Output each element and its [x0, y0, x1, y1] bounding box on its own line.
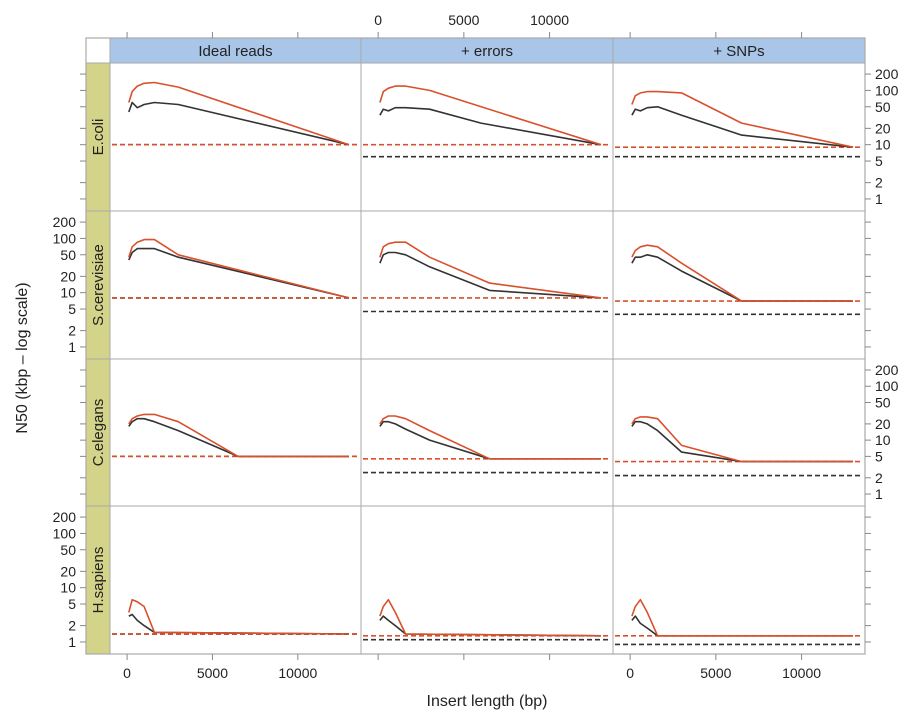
row-label-e-coli: E.coli [90, 119, 107, 156]
y-tick-label: 2 [875, 175, 883, 191]
panel-frame [612, 210, 866, 360]
dark-series-line [631, 106, 854, 148]
y-tick-label: 5 [68, 596, 76, 612]
y-tick-label: 200 [53, 214, 77, 230]
panels [85, 37, 866, 655]
panel-frame [612, 62, 866, 212]
panel-frame [360, 210, 614, 360]
y-tick-label: 50 [875, 99, 891, 115]
y-tick-label: 50 [875, 394, 891, 410]
column-label-ideal-reads: Ideal reads [198, 43, 272, 60]
x-tick-label: 10000 [782, 665, 821, 681]
y-tick-label: 10 [875, 137, 891, 153]
x-tick-label: 0 [626, 665, 634, 681]
x-tick-label: 5000 [448, 12, 479, 28]
panel-frame [109, 62, 362, 212]
dark-series-line [128, 101, 350, 146]
red-series-line [379, 415, 601, 460]
red-series-line [128, 81, 350, 146]
y-tick-label: 2 [68, 618, 76, 634]
y-tick-label: 1 [68, 339, 76, 355]
column-label-snps: + SNPs [713, 43, 764, 60]
red-series-line [379, 598, 602, 637]
panel-frame [360, 358, 614, 507]
red-series-line [128, 413, 349, 458]
y-tick-label: 50 [60, 542, 76, 558]
y-tick-label: 1 [875, 191, 883, 207]
y-tick-label: 5 [875, 448, 883, 464]
y-tick-label: 50 [60, 247, 76, 263]
panel-frame [109, 210, 362, 360]
panel-frame [109, 505, 362, 655]
red-series-line [128, 598, 350, 635]
row-label-c-elegans: C.elegans [90, 399, 107, 467]
red-series-line [379, 241, 602, 299]
y-tick-label: 10 [60, 580, 76, 596]
y-tick-label: 20 [875, 120, 891, 136]
x-tick-label: 10000 [530, 12, 569, 28]
dark-series-line [128, 613, 350, 635]
y-tick-label: 100 [53, 525, 77, 541]
x-axis-title: Insert length (bp) [427, 693, 548, 710]
red-series-line [631, 244, 853, 302]
red-series-line [128, 238, 350, 299]
dark-series-line [379, 420, 601, 460]
column-strip [360, 37, 614, 64]
x-tick-label: 0 [374, 12, 382, 28]
y-tick-label: 2 [68, 323, 76, 339]
panel-frame [612, 358, 866, 507]
x-tick-label: 10000 [278, 665, 317, 681]
dark-series-line [128, 417, 349, 458]
plot-border [85, 37, 866, 655]
y-tick-label: 2 [875, 470, 883, 486]
dark-series-line [631, 615, 853, 637]
column-label-errors: + errors [461, 43, 513, 60]
panel-frame [612, 505, 866, 655]
red-series-line [631, 416, 853, 463]
y-tick-label: 10 [875, 432, 891, 448]
y-tick-label: 200 [875, 362, 899, 378]
dark-series-line [379, 615, 602, 637]
y-tick-label: 100 [875, 82, 899, 98]
y-tick-label: 20 [60, 563, 76, 579]
y-tick-label: 20 [875, 416, 891, 432]
y-tick-label: 1 [875, 486, 883, 502]
red-series-line [631, 598, 853, 637]
x-tick-label: 5000 [700, 665, 731, 681]
y-tick-label: 100 [875, 378, 899, 394]
red-series-line [631, 90, 854, 148]
row-label-s-cerevisiae: S.cerevisiae [90, 244, 107, 326]
dark-series-line [379, 106, 602, 146]
column-strips: Ideal reads + errors + SNPs [109, 37, 866, 64]
column-strip [109, 37, 362, 64]
y-tick-label: 1 [68, 634, 76, 650]
row-label-h-sapiens: H.sapiens [90, 547, 107, 614]
dark-series-line [128, 247, 350, 299]
panel-frame [109, 358, 362, 507]
y-tick-label: 10 [60, 285, 76, 301]
y-tick-label: 5 [875, 153, 883, 169]
dark-series-line [631, 254, 853, 302]
dark-series-line [379, 251, 602, 299]
y-tick-label: 100 [53, 230, 77, 246]
y-tick-label: 5 [68, 301, 76, 317]
y-axis-title: N50 (kbp – log scale) [14, 282, 31, 433]
row-strips: E.coli S.cerevisiae C.elegans H.sapiens [85, 62, 111, 655]
y-tick-label: 200 [875, 66, 899, 82]
y-tick-label: 200 [53, 509, 77, 525]
x-tick-label: 0 [123, 665, 131, 681]
red-series-line [379, 85, 602, 146]
dark-series-line [631, 420, 853, 463]
y-tick-label: 20 [60, 268, 76, 284]
x-tick-label: 5000 [197, 665, 228, 681]
panel-frame [360, 505, 614, 655]
